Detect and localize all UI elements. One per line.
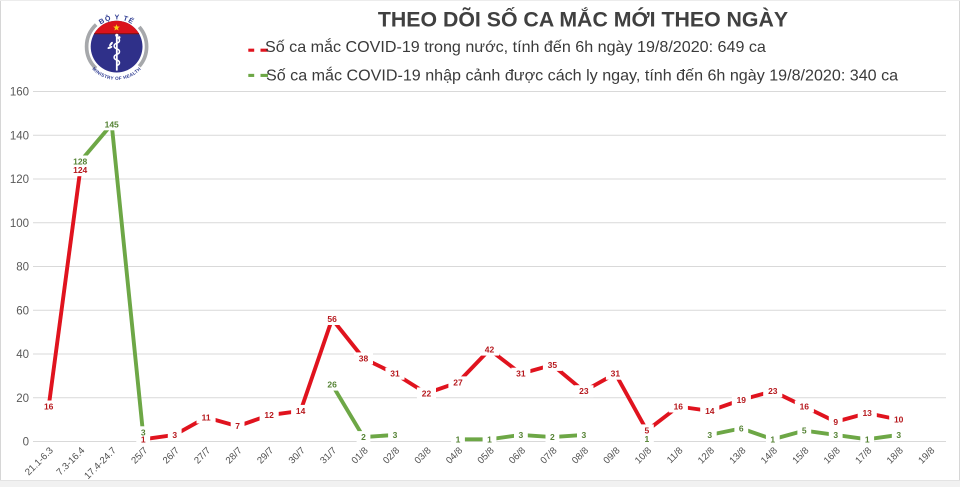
svg-text:1: 1 (645, 434, 650, 444)
svg-text:26: 26 (327, 380, 337, 390)
svg-text:16: 16 (800, 402, 810, 412)
svg-text:BỘ Y TẾ: BỘ Y TẾ (98, 13, 137, 26)
svg-text:31: 31 (516, 369, 526, 379)
svg-text:20: 20 (16, 393, 29, 405)
svg-text:Số ca mắc COVID-19 nhập cảnh đ: Số ca mắc COVID-19 nhập cảnh được cách l… (266, 66, 898, 85)
svg-text:THEO DÕI SỐ CA MẮC MỚI THEO NG: THEO DÕI SỐ CA MẮC MỚI THEO NGÀY (378, 5, 788, 31)
svg-text:11: 11 (202, 412, 211, 422)
svg-text:1: 1 (141, 435, 146, 445)
svg-text:145: 145 (105, 119, 119, 129)
svg-text:27: 27 (453, 377, 463, 387)
svg-text:1: 1 (456, 434, 461, 444)
svg-text:19: 19 (737, 395, 747, 405)
svg-text:3: 3 (172, 430, 177, 440)
svg-text:31: 31 (611, 369, 621, 379)
svg-text:16: 16 (44, 402, 54, 412)
svg-text:124: 124 (73, 165, 87, 175)
svg-text:2: 2 (361, 432, 366, 442)
svg-text:7: 7 (235, 421, 240, 431)
svg-text:5: 5 (645, 425, 650, 435)
svg-text:23: 23 (768, 386, 778, 396)
svg-text:3: 3 (833, 430, 838, 440)
svg-text:120: 120 (10, 174, 29, 186)
svg-text:3: 3 (141, 427, 146, 437)
svg-text:5: 5 (802, 426, 807, 436)
svg-text:2: 2 (550, 432, 555, 442)
svg-text:3: 3 (582, 430, 587, 440)
svg-text:60: 60 (16, 305, 29, 317)
svg-text:1: 1 (487, 434, 492, 444)
svg-text:9: 9 (833, 417, 838, 427)
svg-text:42: 42 (485, 345, 495, 355)
svg-text:23: 23 (579, 386, 589, 396)
svg-text:Số ca mắc COVID-19 trong nước,: Số ca mắc COVID-19 trong nước, tính đến … (265, 37, 766, 56)
svg-text:14: 14 (296, 406, 306, 416)
svg-text:10: 10 (894, 415, 904, 425)
svg-text:100: 100 (10, 218, 29, 230)
svg-text:3: 3 (519, 430, 524, 440)
svg-text:0: 0 (23, 437, 29, 449)
svg-text:35: 35 (548, 360, 558, 370)
svg-text:160: 160 (10, 87, 29, 99)
svg-text:3: 3 (393, 430, 398, 440)
svg-text:56: 56 (327, 314, 337, 324)
svg-text:16: 16 (674, 402, 684, 412)
svg-text:14: 14 (705, 406, 715, 416)
svg-text:1: 1 (865, 434, 870, 444)
svg-text:128: 128 (73, 157, 87, 167)
svg-text:38: 38 (359, 353, 369, 363)
svg-text:1: 1 (770, 434, 775, 444)
svg-text:13: 13 (862, 408, 872, 418)
svg-text:6: 6 (739, 423, 744, 433)
svg-text:140: 140 (10, 130, 29, 142)
svg-text:22: 22 (422, 388, 432, 398)
svg-text:3: 3 (896, 430, 901, 440)
svg-text:80: 80 (16, 262, 29, 274)
svg-text:40: 40 (16, 349, 29, 361)
svg-text:3: 3 (707, 430, 712, 440)
svg-text:31: 31 (390, 369, 400, 379)
svg-text:12: 12 (264, 410, 274, 420)
